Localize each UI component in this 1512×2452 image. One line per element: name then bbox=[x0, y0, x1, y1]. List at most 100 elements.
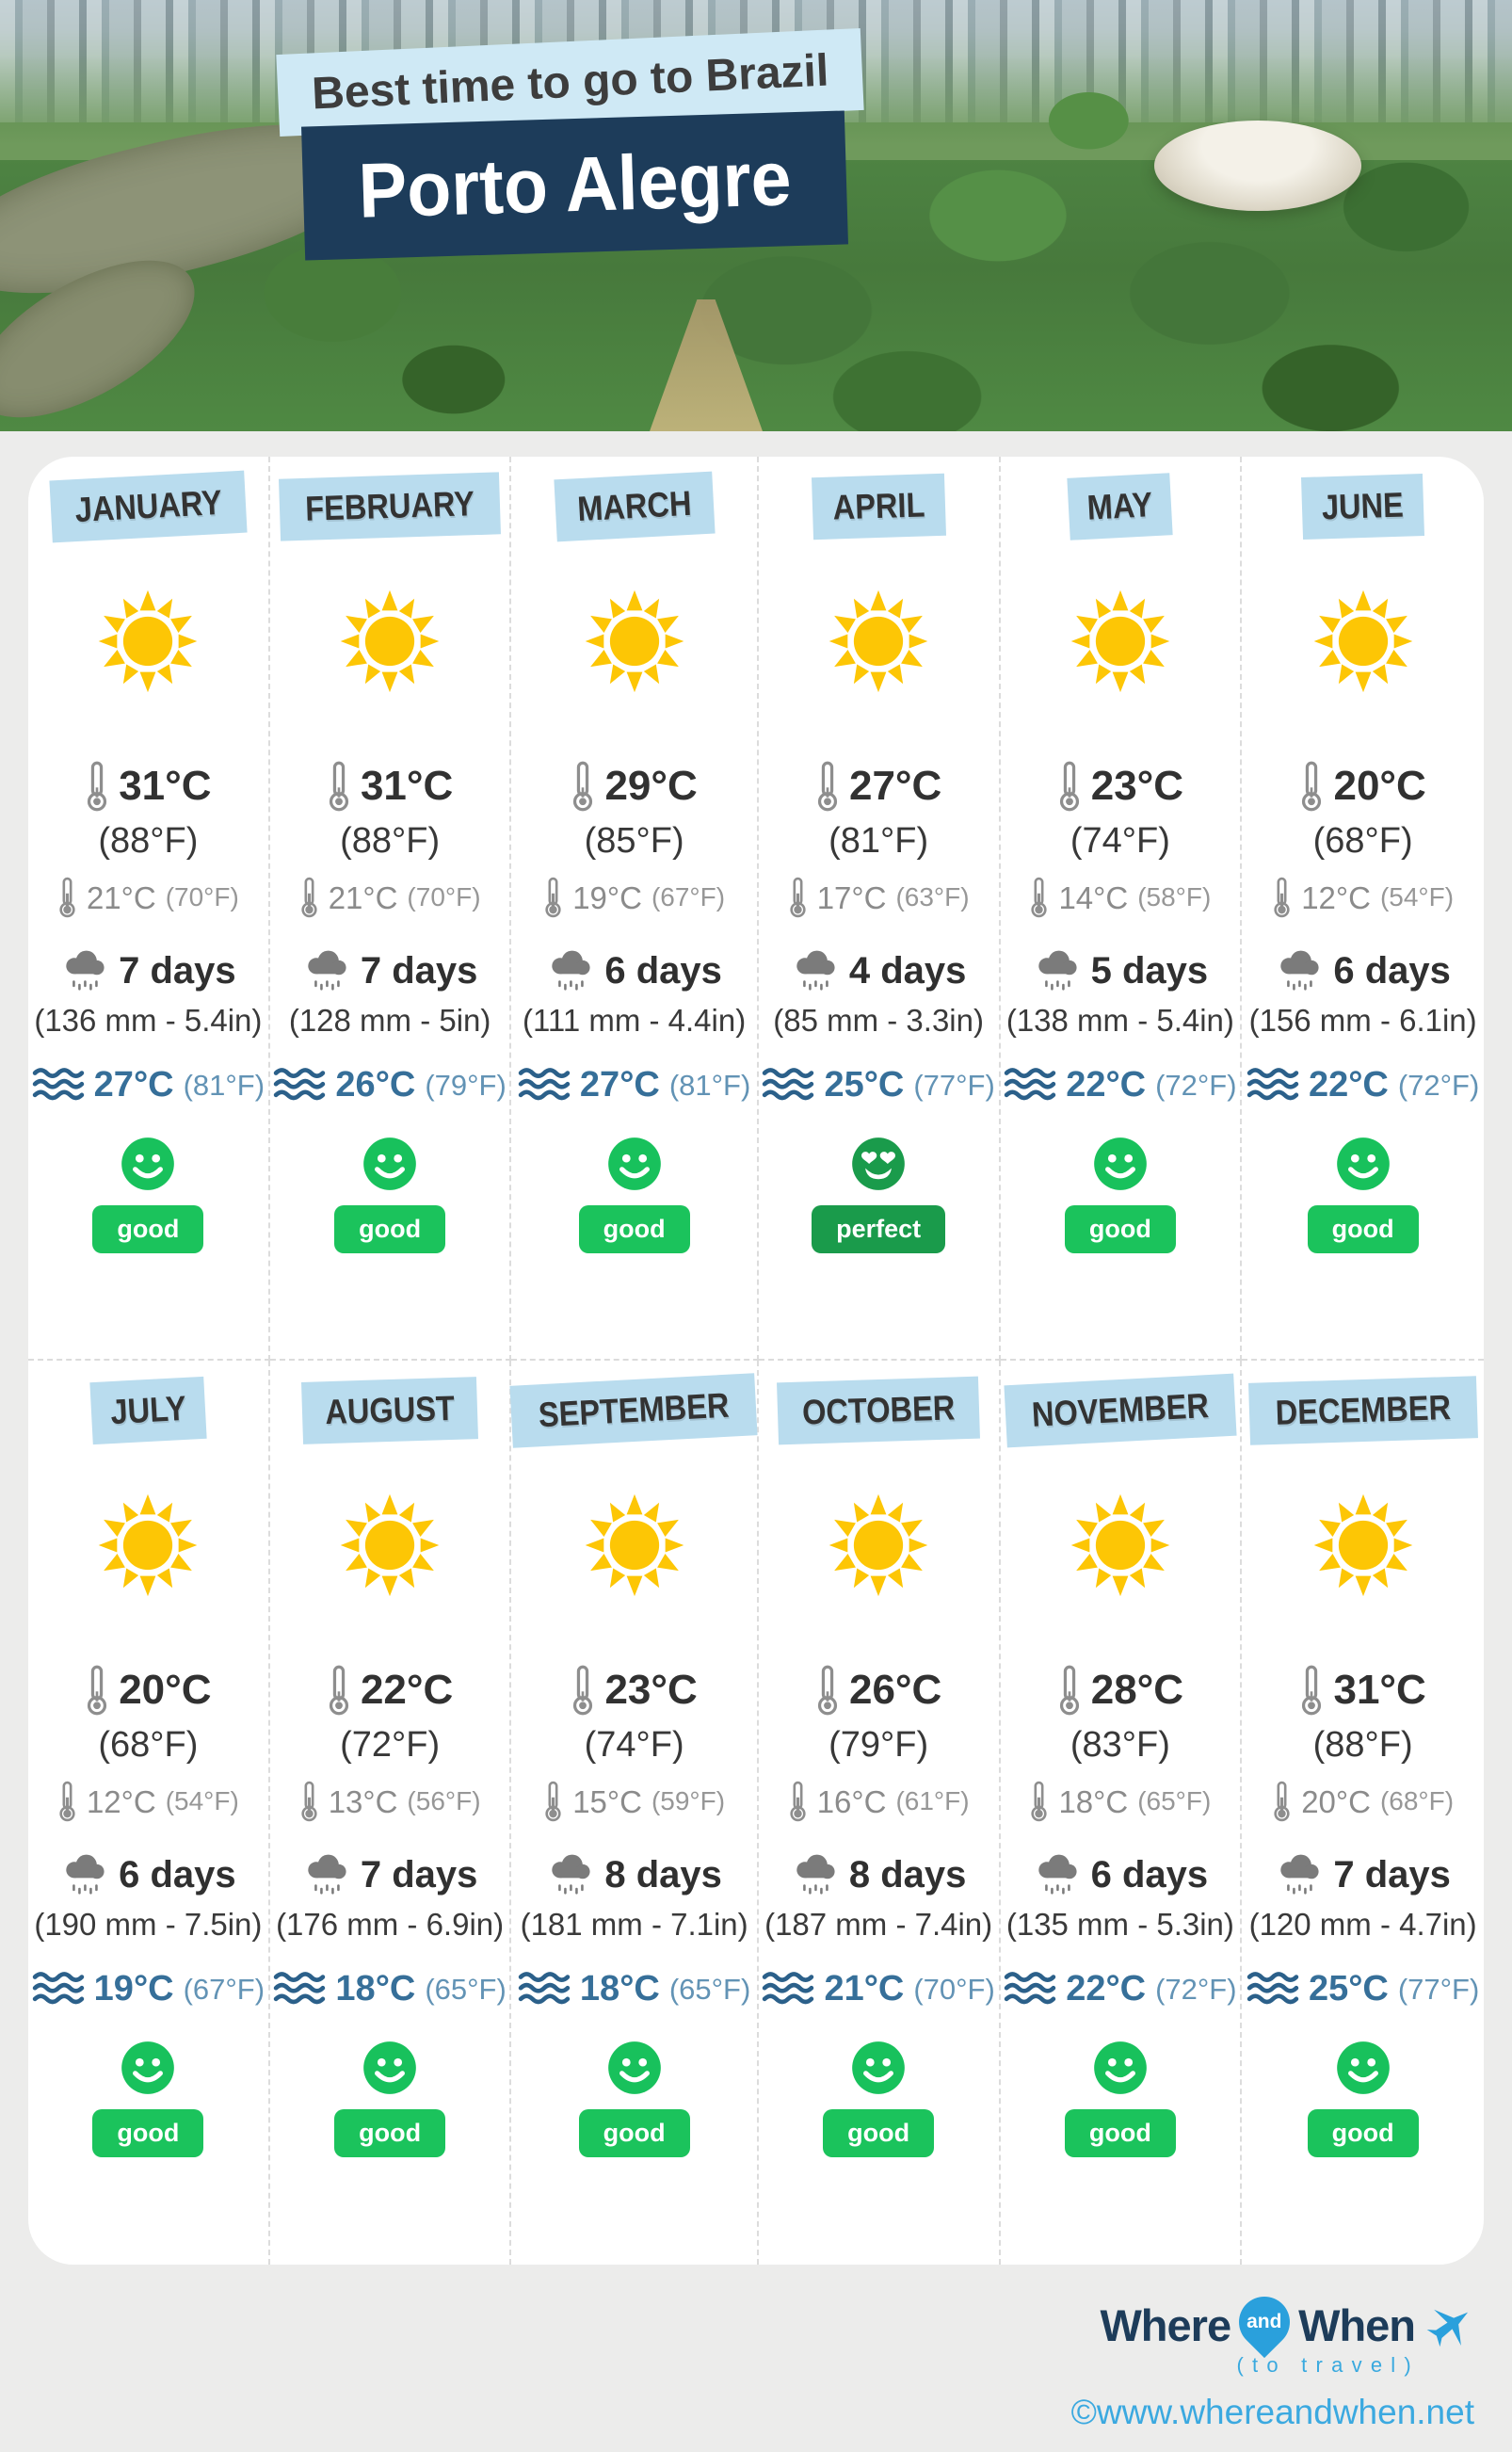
brand-when: When bbox=[1298, 2300, 1416, 2350]
high-temp-c: 23°C bbox=[604, 1667, 698, 1713]
water-temp-c: 21°C bbox=[824, 1969, 905, 2008]
sun-icon bbox=[340, 1493, 440, 1597]
thermometer-low-icon bbox=[790, 1781, 806, 1822]
rain-days-value: 7 days bbox=[119, 950, 236, 992]
airplane-icon bbox=[1426, 2309, 1469, 2347]
water-temp-c: 22°C bbox=[1066, 1969, 1147, 2008]
month-name: MARCH bbox=[576, 483, 693, 529]
low-temp-f: (70°F) bbox=[165, 882, 239, 911]
sun-icon bbox=[1070, 1493, 1170, 1597]
rain-days-row: 6 days bbox=[1242, 948, 1484, 993]
rain-cloud-icon bbox=[66, 950, 105, 991]
tagline-text: Best time to go to Brazil bbox=[311, 45, 830, 120]
thermometer-low-icon bbox=[1274, 1781, 1290, 1822]
rating-badge: good bbox=[1307, 1205, 1419, 1253]
water-temp-row: 22°C (72°F) bbox=[1001, 1969, 1241, 2008]
low-temp-f: (61°F) bbox=[895, 1786, 970, 1815]
smiley-good-icon bbox=[1094, 1137, 1147, 1190]
rating-row: good bbox=[270, 2109, 510, 2157]
low-temp-c: 20°C bbox=[1301, 1783, 1371, 1819]
month-label-row: JULY bbox=[28, 1376, 268, 1445]
high-temp-c: 20°C bbox=[1333, 763, 1426, 809]
month-label-row: MAY bbox=[1001, 473, 1241, 540]
smiley-good-icon bbox=[1094, 2041, 1147, 2094]
rain-days-value: 5 days bbox=[1090, 950, 1209, 992]
water-temp-c: 22°C bbox=[1308, 1065, 1389, 1105]
thermometer-icon bbox=[817, 1665, 838, 1716]
high-temp-f: (72°F) bbox=[340, 1725, 441, 1765]
brand-where: Where bbox=[1100, 2300, 1231, 2350]
site-url[interactable]: ©www.whereandwhen.net bbox=[1070, 2393, 1474, 2431]
thermometer-icon bbox=[573, 761, 593, 812]
low-temp-row: 18°C (65°F) bbox=[1001, 1779, 1241, 1824]
water-temp-f: (65°F) bbox=[668, 1972, 751, 2006]
rating-badge: good bbox=[92, 2109, 204, 2157]
high-temp-row: 27°C bbox=[759, 759, 999, 814]
water-waves-icon bbox=[1247, 1972, 1299, 2005]
rain-days-row: 7 days bbox=[270, 948, 510, 993]
high-temp-f: (74°F) bbox=[584, 1725, 684, 1765]
sun-icon bbox=[1313, 589, 1412, 693]
high-temp-row: 26°C bbox=[759, 1663, 999, 1718]
rain-days-value: 7 days bbox=[360, 950, 478, 992]
water-temp-f: (72°F) bbox=[1155, 1972, 1237, 2006]
low-temp-row: 17°C (63°F) bbox=[759, 875, 999, 920]
rating-row: good bbox=[28, 1205, 268, 1253]
water-temp-c: 27°C bbox=[579, 1065, 660, 1105]
month-label: JANUARY bbox=[49, 470, 248, 543]
smiley-good-icon bbox=[607, 1137, 661, 1190]
rainfall-amount: (190 mm - 7.5in) bbox=[34, 1907, 263, 1942]
smiley-good-icon bbox=[363, 1137, 416, 1190]
sun-icon bbox=[1313, 1493, 1412, 1597]
high-temp-row: 29°C bbox=[511, 759, 756, 814]
month-label: JUNE bbox=[1301, 473, 1424, 540]
rain-days-row: 7 days bbox=[1242, 1852, 1484, 1897]
month-label-row: OCTOBER bbox=[759, 1376, 999, 1445]
smiley-row bbox=[270, 1105, 510, 1196]
thermometer-low-icon bbox=[790, 877, 806, 918]
rain-days-row: 8 days bbox=[759, 1852, 999, 1897]
water-temp-f: (72°F) bbox=[1155, 1068, 1237, 1102]
high-temp-c: 31°C bbox=[1333, 1667, 1426, 1713]
low-temp-c: 13°C bbox=[328, 1783, 398, 1819]
sun-icon bbox=[585, 1493, 684, 1597]
water-temp-c: 26°C bbox=[335, 1065, 416, 1105]
high-temp-c: 23°C bbox=[1090, 763, 1184, 809]
rainfall-amount: (85 mm - 3.3in) bbox=[773, 1003, 984, 1038]
high-temp-c: 29°C bbox=[604, 763, 698, 809]
water-temp-row: 22°C (72°F) bbox=[1001, 1065, 1241, 1105]
water-temp-row: 18°C (65°F) bbox=[270, 1969, 510, 2008]
sun-icon bbox=[585, 589, 684, 693]
water-temp-row: 21°C (70°F) bbox=[759, 1969, 999, 2008]
month-label-row: JUNE bbox=[1242, 473, 1484, 540]
month-name: APRIL bbox=[831, 485, 925, 527]
brand-subtitle: (to travel) bbox=[1236, 2353, 1420, 2377]
rainfall-amount: (136 mm - 5.4in) bbox=[34, 1003, 263, 1038]
month-card: OCTOBER bbox=[759, 1361, 1001, 2265]
smiley-row bbox=[1001, 1105, 1241, 1196]
rating-row: good bbox=[270, 1205, 510, 1253]
low-temp-row: 14°C (58°F) bbox=[1001, 875, 1241, 920]
water-temp-c: 27°C bbox=[93, 1065, 174, 1105]
month-label-row: AUGUST bbox=[270, 1377, 510, 1444]
month-label: DECEMBER bbox=[1247, 1376, 1478, 1445]
low-temp-f: (58°F) bbox=[1137, 882, 1212, 911]
thermometer-icon bbox=[817, 761, 838, 812]
rain-days-value: 6 days bbox=[119, 1854, 236, 1895]
high-temp-row: 28°C bbox=[1001, 1663, 1241, 1718]
sun-icon bbox=[99, 589, 198, 693]
high-temp-row: 22°C bbox=[270, 1663, 510, 1718]
rain-days-value: 6 days bbox=[1333, 950, 1451, 992]
rain-cloud-icon bbox=[66, 1854, 105, 1895]
thermometer-icon bbox=[329, 1665, 349, 1716]
rain-days-value: 7 days bbox=[360, 1854, 478, 1895]
rain-cloud-icon bbox=[308, 950, 346, 991]
month-name: JULY bbox=[109, 1388, 187, 1432]
rainfall-amount: (120 mm - 4.7in) bbox=[1248, 1907, 1477, 1942]
smiley-good-icon bbox=[121, 2041, 175, 2094]
smiley-good-icon bbox=[607, 2041, 661, 2094]
water-temp-f: (79°F) bbox=[425, 1068, 507, 1102]
rain-days-row: 7 days bbox=[28, 948, 268, 993]
low-temp-c: 14°C bbox=[1058, 879, 1129, 915]
rain-cloud-icon bbox=[796, 1854, 835, 1895]
